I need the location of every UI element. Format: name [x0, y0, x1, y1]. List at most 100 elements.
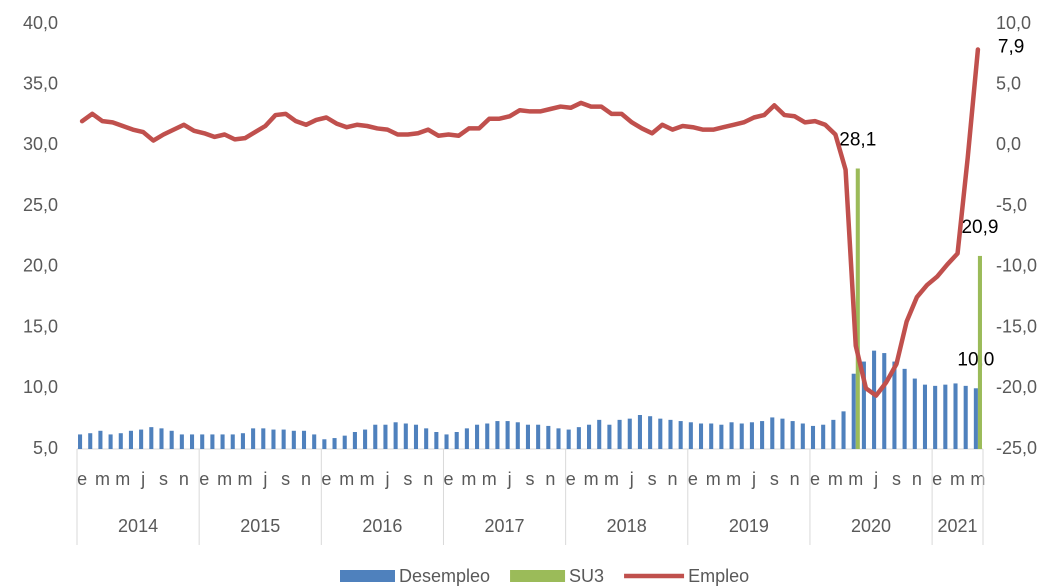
x-tick-label: m [584, 469, 599, 489]
x-tick-label: s [281, 469, 290, 489]
bar [729, 422, 734, 449]
bar [210, 434, 215, 449]
x-tick-label: m [461, 469, 476, 489]
bar [251, 428, 256, 449]
x-tick-label: e [444, 469, 454, 489]
bar [200, 434, 205, 449]
x-tick-label: s [526, 469, 535, 489]
y2-tick-label: -10,0 [996, 256, 1037, 276]
x-tick-label: m [95, 469, 110, 489]
bar [668, 419, 673, 449]
x-tick-label: m [360, 469, 375, 489]
legend-label: SU3 [569, 566, 604, 586]
group-label: 2020 [851, 516, 891, 536]
bar [977, 255, 982, 449]
x-tick-label: s [770, 469, 779, 489]
x-tick-label: j [507, 469, 512, 489]
bar [760, 421, 765, 449]
bar [637, 415, 642, 449]
legend-swatch [340, 570, 395, 582]
bar [139, 429, 144, 449]
bar [475, 424, 480, 449]
bar [444, 434, 449, 449]
bar [271, 429, 276, 449]
x-tick-label: m [115, 469, 130, 489]
bar [861, 361, 866, 449]
bar [464, 428, 469, 449]
bar [851, 373, 856, 449]
bar [749, 422, 754, 449]
x-tick-label: m [706, 469, 721, 489]
x-tick-label: j [629, 469, 634, 489]
bar [855, 168, 860, 449]
y2-tick-label: -5,0 [996, 195, 1027, 215]
bar [342, 435, 347, 449]
x-tick-label: m [970, 469, 985, 489]
y-tick-label: 30,0 [23, 134, 58, 154]
y2-tick-label: -25,0 [996, 438, 1037, 458]
bar [149, 427, 154, 449]
y-tick-label: 15,0 [23, 316, 58, 336]
bar [179, 434, 184, 449]
legend-swatch [510, 570, 566, 582]
bar [821, 424, 826, 449]
x-tick-label: n [179, 469, 189, 489]
group-label: 2014 [118, 516, 158, 536]
bar [230, 434, 235, 449]
bar [240, 433, 245, 449]
data-label: 20,9 [961, 217, 998, 238]
data-label: 10,0 [957, 349, 994, 370]
x-tick-label: n [912, 469, 922, 489]
bar [393, 422, 398, 449]
bar [98, 430, 103, 449]
x-tick-label: e [77, 469, 87, 489]
y-tick-label: 5,0 [33, 438, 58, 458]
bar [454, 432, 459, 449]
bar [556, 428, 561, 449]
bar [617, 419, 622, 449]
bar [831, 419, 836, 449]
bar [688, 422, 693, 449]
bar [678, 421, 683, 449]
x-tick-label: m [828, 469, 843, 489]
bar [566, 429, 571, 449]
bar [189, 434, 195, 449]
x-tick-label: n [668, 469, 678, 489]
group-label: 2019 [729, 516, 769, 536]
bar [220, 434, 225, 449]
bar [373, 424, 378, 449]
bar [403, 423, 408, 449]
bar [301, 430, 307, 449]
bar [546, 425, 551, 449]
bar [841, 411, 846, 449]
data-label: 7,9 [998, 37, 1024, 58]
x-tick-label: s [648, 469, 657, 489]
x-tick-label: s [159, 469, 168, 489]
x-tick-label: n [545, 469, 555, 489]
bar [912, 378, 917, 449]
x-tick-label: m [604, 469, 619, 489]
bar [607, 424, 612, 449]
bar [800, 423, 805, 449]
bar [953, 383, 958, 449]
bar [159, 428, 164, 449]
legend-label: Empleo [688, 566, 749, 586]
x-tick-label: m [339, 469, 354, 489]
bar [780, 418, 785, 449]
x-tick-label: s [892, 469, 901, 489]
x-tick-label: m [848, 469, 863, 489]
group-label: 2017 [485, 516, 525, 536]
bar [515, 422, 520, 449]
x-tick-label: m [726, 469, 741, 489]
bar [597, 419, 602, 449]
bar [719, 424, 724, 449]
x-tick-label: e [810, 469, 820, 489]
bar [434, 432, 439, 449]
x-tick-label: j [262, 469, 267, 489]
x-tick-label: m [482, 469, 497, 489]
bar [698, 423, 704, 449]
y2-tick-label: 10,0 [996, 13, 1031, 33]
bar [118, 433, 123, 449]
bar [658, 418, 663, 449]
